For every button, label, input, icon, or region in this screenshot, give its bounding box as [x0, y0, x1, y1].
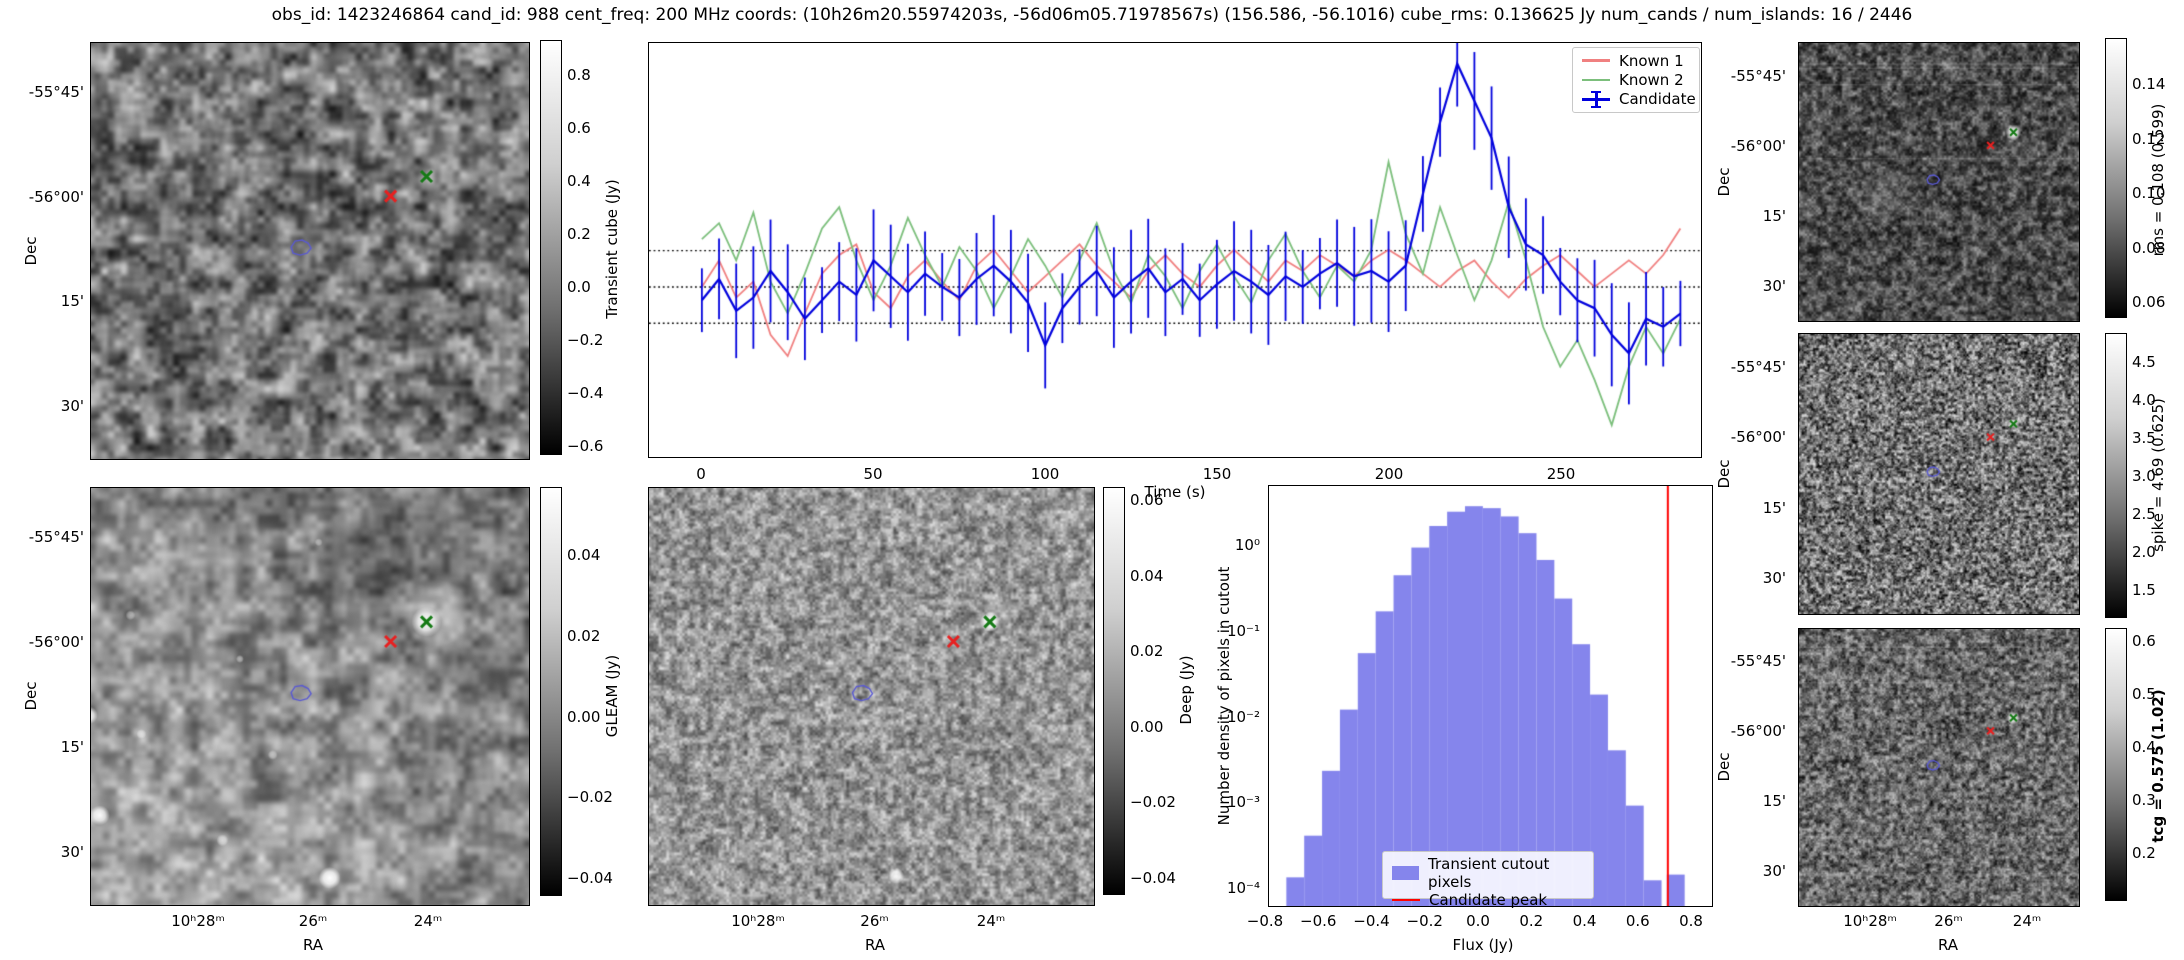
rms-colorbar	[2105, 38, 2127, 318]
rms-colorbar-ticks: 0.14 0.12 0.10 0.08 0.06	[2132, 75, 2166, 311]
tcg-ra-label: RA	[1937, 936, 1959, 954]
histogram-legend: Transient cutout pixels Candidate peak	[1382, 851, 1594, 909]
legend-label-candidate-peak: Candidate peak	[1429, 891, 1548, 909]
gleam-dec-label: Dec	[22, 681, 40, 711]
deep-ra-ticks: 10ʰ28ᵐ 26ᵐ 24ᵐ	[731, 912, 1006, 930]
deep-ra-label: RA	[864, 936, 886, 954]
deep-colorbar-ticks: 0.06 0.04 0.02 0.00 −0.02 −0.04	[1130, 491, 1176, 887]
legend-label-cutout-pixels: Transient cutout pixels	[1428, 855, 1550, 891]
lightcurve-plot	[649, 43, 1701, 457]
histogram-panel	[1268, 485, 1713, 907]
tcg-ra-ticks: 10ʰ28ᵐ 26ᵐ 24ᵐ	[1843, 912, 2042, 930]
tcg-panel	[1798, 628, 2080, 907]
gleam-colorbar	[540, 487, 562, 896]
gleam-colorbar-label: GLEAM (Jy)	[603, 654, 621, 738]
spike-dec-ticks: -55°45' -56°00' 15' 30'	[1730, 358, 1786, 587]
tcg-dec-ticks: -55°45' -56°00' 15' 30'	[1730, 652, 1786, 880]
tcg-colorbar-ticks: 0.6 0.5 0.4 0.3 0.2	[2132, 632, 2156, 862]
lightcurve-time-label: Time (s)	[1144, 483, 1206, 501]
histogram-x-label: Flux (Jy)	[1452, 936, 1514, 954]
spike-dec-label: Dec	[1715, 459, 1733, 489]
transient-colorbar-ticks: 0.8 0.6 0.4 0.2 0.0 −0.2 −0.4 −0.6	[567, 66, 604, 455]
transient-colorbar-label: Transient cube (Jy)	[603, 179, 621, 319]
tcg-colorbar-label: tcg = 0.575 (1.02)	[2149, 689, 2167, 843]
legend-label-known1: Known 1	[1619, 51, 1684, 70]
deep-image	[649, 488, 1094, 905]
deep-colorbar	[1103, 487, 1125, 895]
histogram-y-ticks: 10⁰ 10⁻¹ 10⁻² 10⁻³ 10⁻⁴	[1226, 536, 1260, 897]
deep-panel	[648, 487, 1095, 906]
gleam-dec-ticks: -55°45' -56°00' 15' 30'	[28, 528, 84, 861]
candidate-peak-line-sample	[1392, 898, 1420, 902]
histogram-y-label: Number density of pixels in cutout	[1215, 566, 1233, 826]
histogram-plot	[1269, 486, 1712, 906]
rms-dec-label: Dec	[1715, 167, 1733, 197]
gleam-image	[91, 488, 529, 905]
tcg-dec-label: Dec	[1715, 752, 1733, 782]
lightcurve-panel	[648, 42, 1702, 458]
gleam-colorbar-ticks: 0.04 0.02 0.00 −0.02 −0.04	[567, 546, 613, 887]
lightcurve-time-ticks: 0 50 100 150 200 250	[696, 465, 1576, 483]
deep-colorbar-label: Deep (Jy)	[1177, 655, 1195, 725]
tcg-colorbar	[2105, 628, 2127, 901]
spike-colorbar	[2105, 333, 2127, 618]
spike-colorbar-ticks: 4.5 4.0 3.5 3.0 2.5 2.0 1.5	[2132, 353, 2156, 599]
transient-colorbar	[540, 40, 562, 455]
legend-row-candidate-peak: Candidate peak	[1392, 891, 1584, 909]
spike-panel	[1798, 333, 2080, 615]
known1-line-sample	[1582, 59, 1610, 62]
legend-row-candidate: Candidate	[1582, 90, 1696, 108]
rms-image	[1799, 43, 2079, 321]
transient-dec-ticks: -55°45' -56°00' 15' 30'	[28, 83, 84, 415]
legend-row-known1: Known 1	[1582, 52, 1690, 70]
gleam-ra-ticks: 10ʰ28ᵐ 26ᵐ 24ᵐ	[171, 912, 443, 930]
known2-line-sample	[1582, 78, 1610, 82]
transient-dec-label: Dec	[22, 236, 40, 266]
gleam-ra-label: RA	[302, 936, 324, 954]
histogram-x-ticks: −0.8 −0.6 −0.4 −0.2 0.0 0.2 0.4 0.6 0.8	[1246, 912, 1703, 930]
figure-title: obs_id: 1423246864 cand_id: 988 cent_fre…	[271, 5, 1913, 25]
rms-panel	[1798, 42, 2080, 322]
spike-colorbar-label: spike = 4.69 (0.625)	[2149, 398, 2167, 552]
legend-row-known2: Known 2	[1582, 71, 1690, 89]
gleam-panel	[90, 487, 530, 906]
lightcurve-legend: Known 1 Known 2 Candidate	[1572, 47, 1700, 113]
transient-cube-panel	[90, 42, 530, 460]
rms-dec-ticks: -55°45' -56°00' 15' 30'	[1730, 67, 1786, 295]
legend-label-candidate: Candidate	[1619, 90, 1696, 109]
rms-colorbar-label: rms = 0.108 (0.599)	[2149, 103, 2167, 257]
spike-image	[1799, 334, 2079, 614]
tcg-image	[1799, 629, 2079, 906]
legend-label-known2: Known 2	[1619, 70, 1684, 89]
candidate-errorbar-sample	[1582, 92, 1610, 107]
transient-cube-image	[91, 43, 529, 459]
cutout-pixels-patch	[1392, 866, 1419, 880]
legend-row-cutout-pixels: Transient cutout pixels	[1392, 855, 1584, 891]
